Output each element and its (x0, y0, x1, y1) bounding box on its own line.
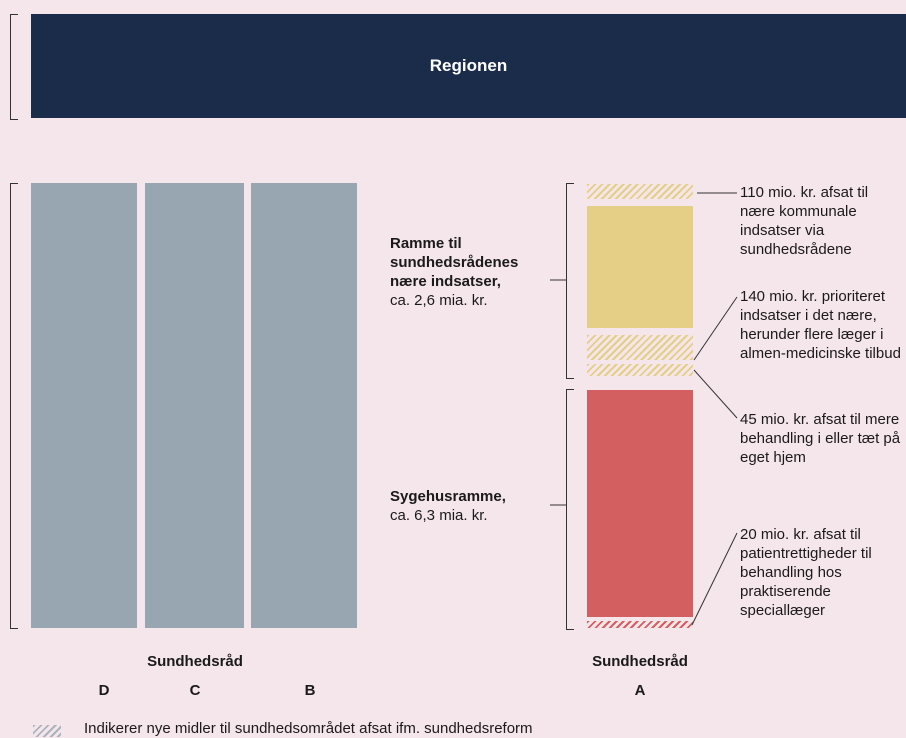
segment-20-hatched (587, 621, 693, 628)
segment-hospital-frame (587, 390, 693, 617)
segment-110-hatched (587, 184, 693, 199)
region-bracket (10, 14, 18, 120)
council-column-d (31, 183, 137, 628)
near-frame-label: Ramme til sundhedsrådenes nære indsatser… (390, 234, 550, 310)
near-frame-value: ca. 2,6 mia. kr. (390, 292, 488, 309)
segment-140-hatched (587, 335, 693, 360)
column-label-a: A (634, 682, 646, 699)
segment-near-frame (587, 206, 693, 328)
legend-text: Indikerer nye midler til sundhedsområdet… (84, 720, 533, 737)
column-label-d: D (98, 682, 110, 699)
hospital-frame-value: ca. 6,3 mia. kr. (390, 507, 488, 524)
hospital-frame-label: Sygehusramme, ca. 6,3 mia. kr. (390, 487, 550, 525)
region-banner: Regionen (31, 14, 906, 118)
right-group-title: Sundhedsråd (592, 653, 688, 670)
column-label-c: C (189, 682, 201, 699)
note-20: 20 mio. kr. afsat til patientrettigheder… (740, 526, 872, 619)
near-frame-bracket (566, 183, 574, 379)
hospital-frame-title: Sygehusramme, (390, 488, 506, 505)
region-title: Regionen (429, 56, 508, 75)
legend-hatch-icon (33, 725, 61, 737)
councils-bracket (10, 183, 18, 629)
note-140: 140 mio. kr. prioriteret indsatser i det… (740, 288, 901, 362)
hospital-frame-bracket (566, 389, 574, 630)
note-45: 45 mio. kr. afsat til mere behandling i … (740, 411, 901, 466)
council-column-c (145, 183, 244, 628)
note-110: 110 mio. kr. afsat til nære kommunale in… (740, 184, 869, 258)
near-frame-title: Ramme til sundhedsrådenes nære indsatser… (390, 235, 519, 290)
left-group-title: Sundhedsråd (147, 653, 243, 670)
segment-45-hatched (587, 364, 693, 376)
council-column-b (251, 183, 357, 628)
column-label-b: B (304, 682, 316, 699)
